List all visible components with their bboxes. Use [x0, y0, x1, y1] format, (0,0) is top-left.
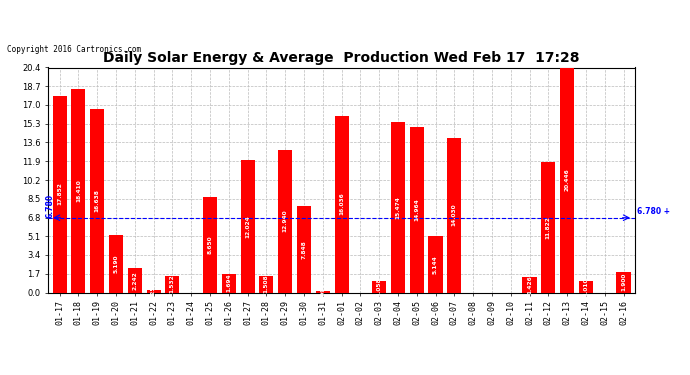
Bar — [128, 268, 142, 292]
Text: 14.030: 14.030 — [452, 204, 457, 226]
Text: 12.024: 12.024 — [245, 215, 250, 238]
Text: 8.650: 8.650 — [208, 236, 213, 254]
Text: 1.532: 1.532 — [170, 274, 175, 293]
Text: 1.900: 1.900 — [621, 273, 626, 291]
Text: 5.190: 5.190 — [113, 255, 119, 273]
Text: 16.036: 16.036 — [339, 193, 344, 216]
Text: 15.474: 15.474 — [395, 196, 400, 219]
Bar — [579, 281, 593, 292]
Bar — [259, 276, 273, 292]
Bar — [90, 109, 104, 292]
Text: 14.964: 14.964 — [414, 199, 420, 221]
Title: Daily Solar Energy & Average  Production Wed Feb 17  17:28: Daily Solar Energy & Average Production … — [104, 51, 580, 65]
Bar — [52, 96, 67, 292]
Bar — [241, 160, 255, 292]
Text: 2.242: 2.242 — [132, 271, 137, 290]
Text: 6.780 +: 6.780 + — [637, 207, 670, 216]
Bar — [541, 162, 555, 292]
Text: 20.446: 20.446 — [564, 168, 570, 191]
Bar — [71, 90, 86, 292]
Text: 1.010: 1.010 — [584, 278, 589, 296]
Bar — [146, 290, 161, 292]
Bar — [616, 272, 631, 292]
Text: 1.694: 1.694 — [226, 274, 231, 292]
Bar — [428, 236, 442, 292]
Text: 1.426: 1.426 — [527, 275, 532, 294]
Bar — [166, 276, 179, 292]
Text: 0.096: 0.096 — [320, 283, 325, 301]
Bar — [410, 128, 424, 292]
Text: 16.638: 16.638 — [95, 189, 99, 212]
Text: 18.410: 18.410 — [76, 180, 81, 203]
Text: 5.144: 5.144 — [433, 255, 438, 273]
Bar — [203, 197, 217, 292]
Bar — [372, 281, 386, 292]
Bar — [109, 235, 123, 292]
Text: 11.822: 11.822 — [546, 216, 551, 239]
Bar — [522, 277, 537, 292]
Text: 6.780: 6.780 — [46, 194, 55, 218]
Bar — [316, 291, 330, 292]
Bar — [560, 67, 574, 292]
Bar — [335, 116, 348, 292]
Bar — [391, 122, 405, 292]
Text: 0.256: 0.256 — [151, 282, 156, 300]
Bar — [297, 206, 311, 292]
Text: 12.940: 12.940 — [283, 210, 288, 232]
Bar — [221, 274, 236, 292]
Text: 7.848: 7.848 — [302, 240, 306, 259]
Text: Copyright 2016 Cartronics.com: Copyright 2016 Cartronics.com — [7, 45, 141, 54]
Text: 1.508: 1.508 — [264, 275, 269, 294]
Bar — [447, 138, 462, 292]
Bar — [278, 150, 292, 292]
Text: 1.058: 1.058 — [377, 278, 382, 296]
Text: 17.852: 17.852 — [57, 183, 62, 206]
